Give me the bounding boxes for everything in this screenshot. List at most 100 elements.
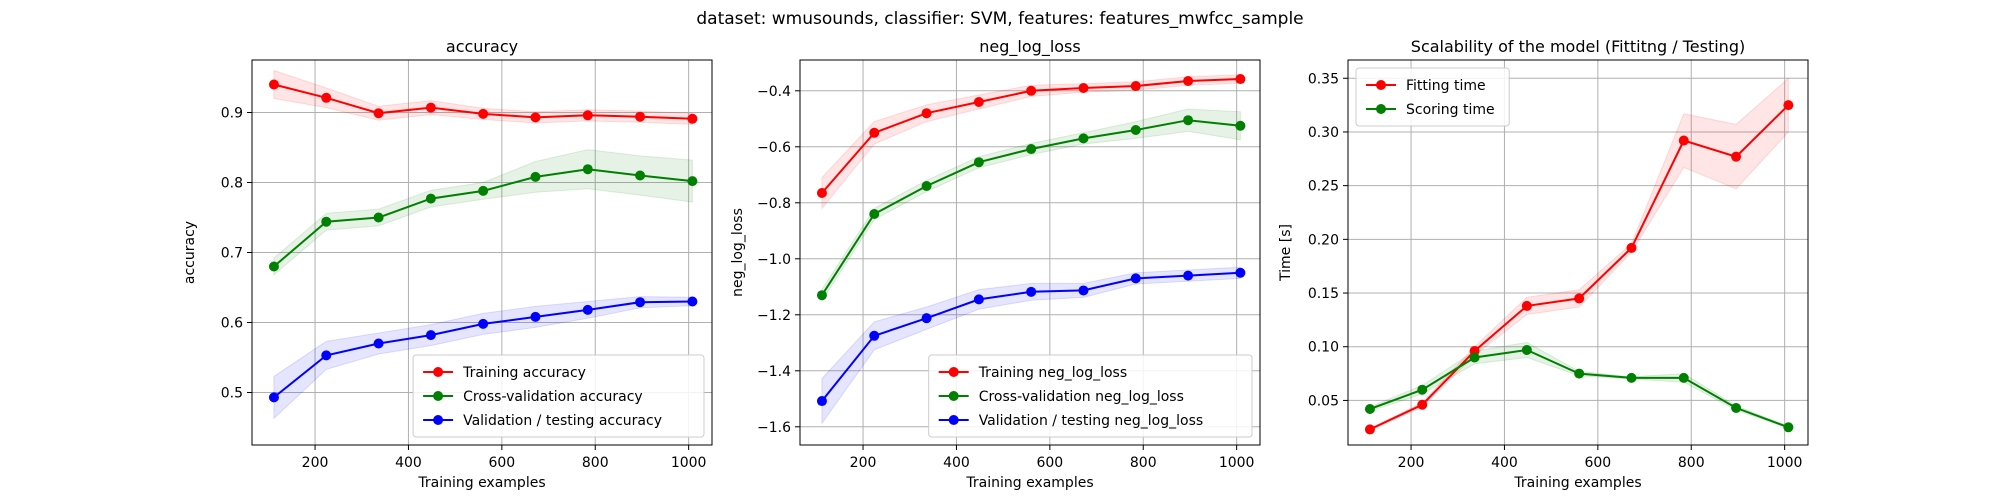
data-point <box>687 113 698 124</box>
data-point <box>321 216 332 227</box>
data-point <box>1626 372 1637 383</box>
legend-marker <box>433 367 444 377</box>
y-tick-label: −0.4 <box>757 84 791 100</box>
data-point <box>478 108 489 119</box>
data-point <box>582 164 593 175</box>
legend-marker <box>433 391 444 401</box>
legend-marker <box>948 391 959 401</box>
data-point <box>530 112 541 123</box>
data-point <box>268 261 279 272</box>
legend-label: Cross-validation neg_log_loss <box>979 389 1184 405</box>
data-point <box>869 330 880 341</box>
y-tick-label: 0.9 <box>221 106 243 122</box>
data-point <box>1078 133 1089 144</box>
chart-title: accuracy <box>446 37 518 56</box>
y-tick-label: 0.5 <box>221 386 243 402</box>
data-point <box>1731 151 1742 162</box>
x-tick-label: 800 <box>1678 455 1705 471</box>
legend-marker <box>1376 104 1386 114</box>
data-point <box>687 176 698 187</box>
x-axis-label: Training examples <box>1513 475 1641 491</box>
data-point <box>1783 100 1794 111</box>
data-point <box>1574 293 1585 304</box>
data-point <box>321 350 332 361</box>
legend-label: Validation / testing accuracy <box>463 413 662 429</box>
x-tick-label: 1000 <box>671 455 707 471</box>
y-tick-label: 0.15 <box>1308 286 1339 302</box>
data-point <box>1678 372 1689 383</box>
data-point <box>1521 344 1532 355</box>
data-point <box>1235 267 1246 278</box>
data-point <box>425 330 436 341</box>
data-point <box>478 318 489 329</box>
x-tick-label: 400 <box>395 455 422 471</box>
chart-legend: Fitting time Scoring time <box>1355 67 1510 127</box>
y-axis-label: Time [s] <box>1278 224 1294 282</box>
data-point <box>425 193 436 204</box>
data-point <box>973 294 984 305</box>
legend-label: Validation / testing neg_log_loss <box>979 413 1203 429</box>
data-point <box>1469 352 1480 363</box>
data-point <box>921 108 932 119</box>
y-tick-label: 0.35 <box>1308 71 1339 87</box>
data-point <box>1783 422 1794 433</box>
y-tick-label: −0.6 <box>757 140 791 156</box>
data-point <box>1364 404 1375 415</box>
data-point <box>373 108 384 119</box>
chart-legend: Training neg_log_loss Cross-validation ne… <box>928 354 1253 438</box>
x-tick-label: 200 <box>302 455 329 471</box>
data-point <box>1026 144 1037 155</box>
chart-panel-1: 200 400 600 800 1000 0.5 0.6 0.7 0.8 0.9 accuracy T… <box>182 37 713 491</box>
data-point <box>1364 424 1375 435</box>
data-point <box>1078 83 1089 93</box>
data-point <box>582 110 593 121</box>
data-point <box>268 392 279 403</box>
data-point <box>869 127 880 138</box>
data-point <box>1235 74 1246 85</box>
data-point <box>268 79 279 90</box>
y-axis-label: accuracy <box>182 221 198 284</box>
data-point <box>921 313 932 324</box>
data-point <box>530 171 541 182</box>
y-tick-label: 0.7 <box>221 246 243 262</box>
data-point <box>478 185 489 196</box>
chart-title: Scalability of the model (Fittitng / Tes… <box>1411 37 1745 56</box>
data-point <box>816 396 827 407</box>
legend-label: Training accuracy <box>462 365 586 381</box>
axes-frame <box>799 59 1261 446</box>
y-tick-label: 0.6 <box>221 316 243 332</box>
legend-label: Training neg_log_loss <box>978 365 1127 381</box>
y-tick-label: 0.20 <box>1308 232 1339 248</box>
series-std-band <box>273 149 693 276</box>
y-tick-label: 0.10 <box>1308 340 1339 356</box>
y-tick-label: 0.8 <box>221 176 243 192</box>
data-point <box>1678 135 1689 146</box>
data-point <box>1130 273 1141 284</box>
data-point <box>816 290 827 301</box>
data-point <box>635 297 646 308</box>
legend-box <box>1355 67 1510 127</box>
chart-title: neg_log_loss <box>979 37 1080 57</box>
data-point <box>921 181 932 191</box>
data-point <box>1130 81 1141 92</box>
data-point <box>582 304 593 315</box>
y-tick-label: 0.30 <box>1308 125 1339 141</box>
figure-suptitle: dataset: wmusounds, classifier: SVM, fea… <box>696 9 1303 29</box>
legend-box <box>928 354 1253 438</box>
x-tick-label: 800 <box>1130 455 1157 471</box>
y-tick-label: −1.6 <box>757 420 791 436</box>
data-point <box>1130 125 1141 135</box>
data-point <box>425 102 436 113</box>
x-tick-label: 600 <box>1036 455 1063 471</box>
legend-marker <box>1376 80 1386 90</box>
chart-legend: Training accuracy Cross-validation accura… <box>412 354 705 438</box>
data-point <box>321 92 332 103</box>
x-tick-label: 1000 <box>1219 455 1255 471</box>
data-point <box>1731 402 1742 413</box>
data-point <box>530 311 541 322</box>
data-point <box>635 111 646 122</box>
legend-label: Fitting time <box>1406 78 1486 94</box>
data-point <box>373 212 384 223</box>
x-tick-label: 600 <box>1584 455 1611 471</box>
series-std-band <box>821 266 1241 425</box>
